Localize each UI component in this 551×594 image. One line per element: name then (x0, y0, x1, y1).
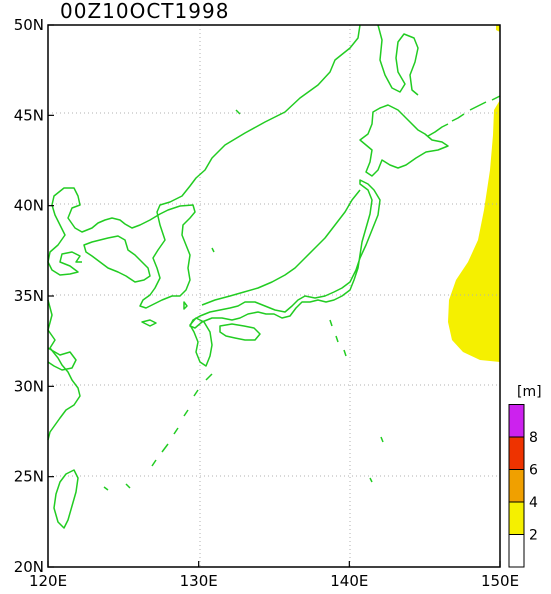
east-china-inlet (47, 347, 77, 371)
colorbar-legend: [m] 2 4 6 8 (508, 384, 542, 568)
colorbar-label: 6 (529, 463, 538, 479)
mainland-coast (47, 24, 361, 309)
latitude-axis: 20N 25N 30N 35N 40N 45N 50N (14, 16, 54, 576)
lat-tick-label: 40N (14, 197, 44, 215)
ryukyu-islands (151, 373, 213, 467)
colorbar-swatch (508, 534, 525, 568)
longitude-axis: 120E 130E 140E 150E (29, 561, 519, 590)
hokkaido-coast (359, 104, 449, 177)
lon-tick-label: 150E (481, 572, 519, 590)
grid-lines (48, 25, 500, 567)
honshu-coast (189, 179, 381, 329)
colorbar-swatch (508, 436, 525, 470)
shaded-field-region (448, 25, 500, 362)
colorbar-label: 4 (529, 495, 538, 511)
lat-tick-label: 45N (14, 106, 44, 124)
lon-tick-label: 130E (180, 572, 218, 590)
map-frame (47, 24, 501, 568)
honshu-japan-sea-coast (201, 189, 361, 306)
ogasawara-islands (369, 436, 384, 483)
colorbar-swatch (508, 404, 525, 438)
izu-islands (329, 319, 347, 357)
lat-tick-label: 35N (14, 287, 44, 305)
lon-tick-label: 120E (29, 572, 67, 590)
colorbar-swatch (508, 469, 525, 503)
colorbar-label: 8 (529, 430, 538, 446)
colorbar-label: 2 (529, 528, 538, 544)
small-island-misc (103, 247, 215, 491)
lon-tick-label: 140E (330, 572, 368, 590)
coastlines (47, 24, 501, 529)
kuril-islands (427, 95, 501, 137)
lat-tick-label: 25N (14, 468, 44, 486)
lat-tick-label: 30N (14, 377, 44, 395)
jeju-island (141, 319, 157, 327)
legend-unit: [m] (517, 384, 542, 400)
lat-tick-label: 20N (14, 558, 44, 576)
map-title: 00Z10OCT1998 (60, 0, 229, 23)
shikoku-coast (219, 323, 261, 341)
tsushima-island (183, 301, 188, 310)
shandong-coast (83, 235, 151, 283)
sakhalin-coast (377, 24, 419, 96)
colorbar-swatch (508, 501, 525, 535)
china-coast-south (47, 299, 81, 441)
kyushu-coast (189, 317, 213, 367)
small-island-north (235, 109, 241, 115)
lat-tick-label: 50N (14, 16, 44, 34)
taiwan-coast (53, 469, 79, 529)
